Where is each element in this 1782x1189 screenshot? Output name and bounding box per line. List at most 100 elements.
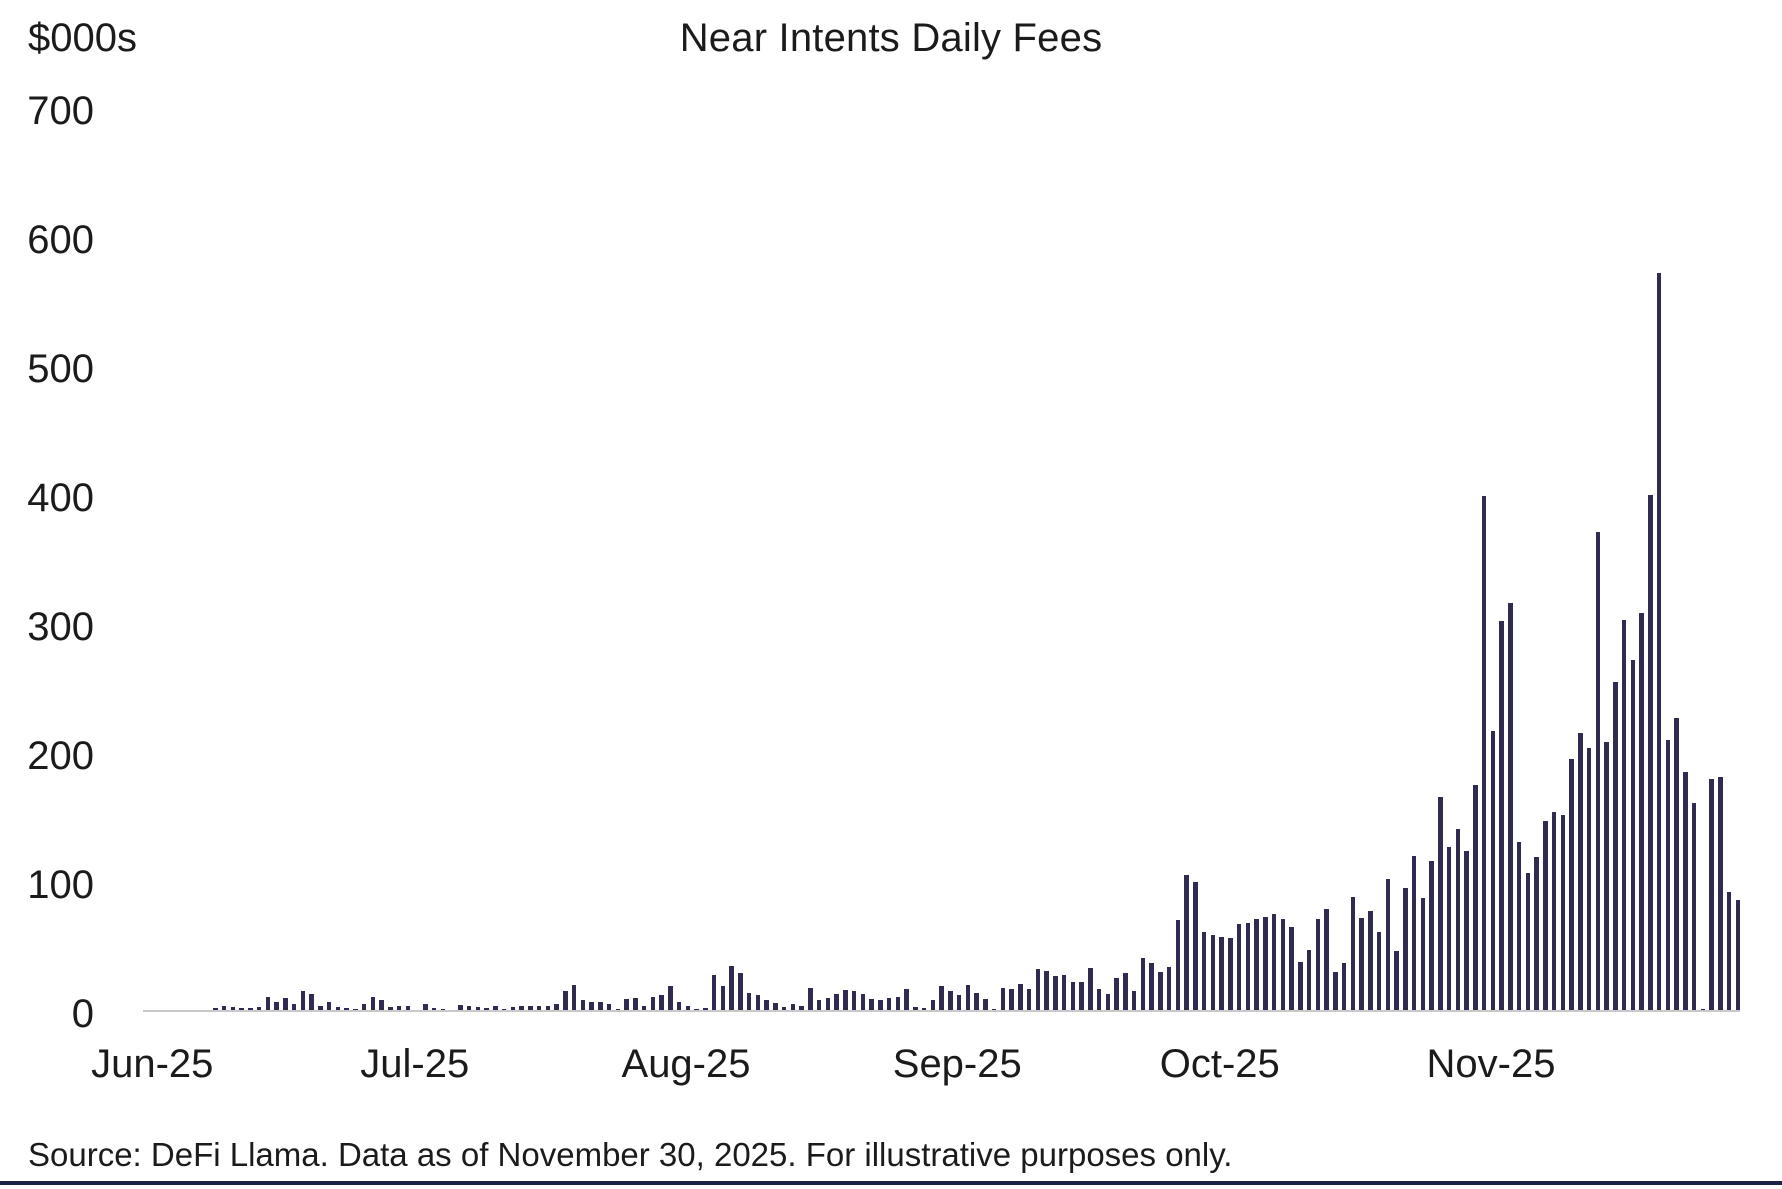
bar [571, 984, 577, 1012]
x-axis-baseline [143, 1010, 1740, 1012]
y-tick-label: 0 [71, 992, 94, 1036]
bar [379, 1000, 384, 1012]
bar [396, 1005, 402, 1012]
bar [1035, 969, 1040, 1012]
x-tick-label: Aug-25 [621, 1042, 751, 1086]
bar [589, 1002, 594, 1012]
bar [1438, 796, 1443, 1012]
bar [510, 1006, 515, 1012]
bar [1350, 897, 1355, 1012]
bar [1306, 950, 1312, 1012]
bar [536, 1005, 542, 1012]
y-tick-label: 200 [27, 734, 94, 778]
bar [633, 997, 638, 1012]
bar [781, 1006, 787, 1012]
bar [1613, 681, 1618, 1012]
bar [1578, 733, 1583, 1012]
bar [554, 1004, 559, 1012]
bar [1534, 857, 1539, 1012]
x-tick-label: Jul-25 [360, 1042, 470, 1086]
bar [720, 986, 725, 1012]
bar [773, 1002, 778, 1012]
bar [1359, 917, 1364, 1012]
bar [309, 993, 314, 1012]
bar [650, 996, 655, 1012]
bar [1630, 659, 1635, 1012]
bar [668, 986, 673, 1012]
bar [1665, 739, 1670, 1012]
bar [1079, 982, 1084, 1012]
bar [326, 1001, 332, 1012]
bar [1158, 972, 1163, 1012]
bar [1210, 934, 1215, 1012]
bar [1411, 855, 1417, 1012]
bar [1044, 970, 1049, 1012]
y-tick-label: 100 [27, 863, 94, 907]
bar [913, 1006, 918, 1012]
bar [1621, 619, 1627, 1012]
bar [370, 996, 375, 1012]
bar [1123, 973, 1128, 1012]
bar [1201, 932, 1207, 1012]
bar [405, 1006, 410, 1012]
bar [1341, 962, 1347, 1012]
bar [1525, 872, 1530, 1012]
bar [948, 991, 953, 1012]
bar [851, 991, 857, 1012]
bar [676, 1001, 682, 1012]
bar [1009, 988, 1014, 1012]
bar [1464, 850, 1469, 1012]
bar [1061, 974, 1067, 1012]
bar [1691, 803, 1697, 1012]
bar [388, 1006, 393, 1012]
bar [1718, 777, 1723, 1012]
bar [1490, 730, 1495, 1012]
source-note: Source: DeFi Llama. Data as of November … [28, 1136, 1233, 1173]
bar [1595, 532, 1600, 1012]
bar [519, 1005, 524, 1012]
bar [1263, 916, 1268, 1012]
bar [1735, 899, 1740, 1012]
bar [493, 1006, 498, 1012]
bar [1026, 988, 1032, 1012]
bar [458, 1004, 463, 1012]
bar [1394, 951, 1399, 1012]
bar [1551, 812, 1557, 1012]
bar [843, 990, 848, 1012]
y-tick-label: 500 [27, 347, 94, 391]
bar [563, 991, 568, 1012]
bar [983, 999, 988, 1012]
bar [860, 993, 865, 1012]
bar [1088, 968, 1093, 1012]
bar [1648, 494, 1653, 1012]
bar [265, 996, 270, 1012]
bar [790, 1004, 795, 1012]
bar [1193, 881, 1198, 1012]
bar [221, 1005, 227, 1012]
y-tick-label: 300 [27, 605, 94, 649]
bar [641, 1005, 647, 1012]
bar [1455, 828, 1460, 1012]
bar [799, 1005, 804, 1012]
bar [1333, 972, 1338, 1012]
bar [545, 1006, 550, 1012]
bar [974, 992, 979, 1012]
bottom-rule [0, 1181, 1782, 1185]
bar [484, 1007, 489, 1012]
y-tick-label: 400 [27, 476, 94, 520]
bar [1245, 923, 1250, 1012]
bar [764, 1000, 769, 1012]
bar [738, 973, 743, 1012]
bar [878, 1000, 883, 1012]
bar [1656, 272, 1662, 1012]
bar [1289, 926, 1294, 1012]
bar [755, 995, 760, 1012]
bar [1604, 742, 1609, 1012]
bar [1385, 879, 1390, 1012]
bar [965, 984, 970, 1012]
bar [685, 1005, 690, 1012]
bar [1315, 919, 1320, 1012]
bar [283, 997, 288, 1012]
bar [580, 1000, 585, 1012]
